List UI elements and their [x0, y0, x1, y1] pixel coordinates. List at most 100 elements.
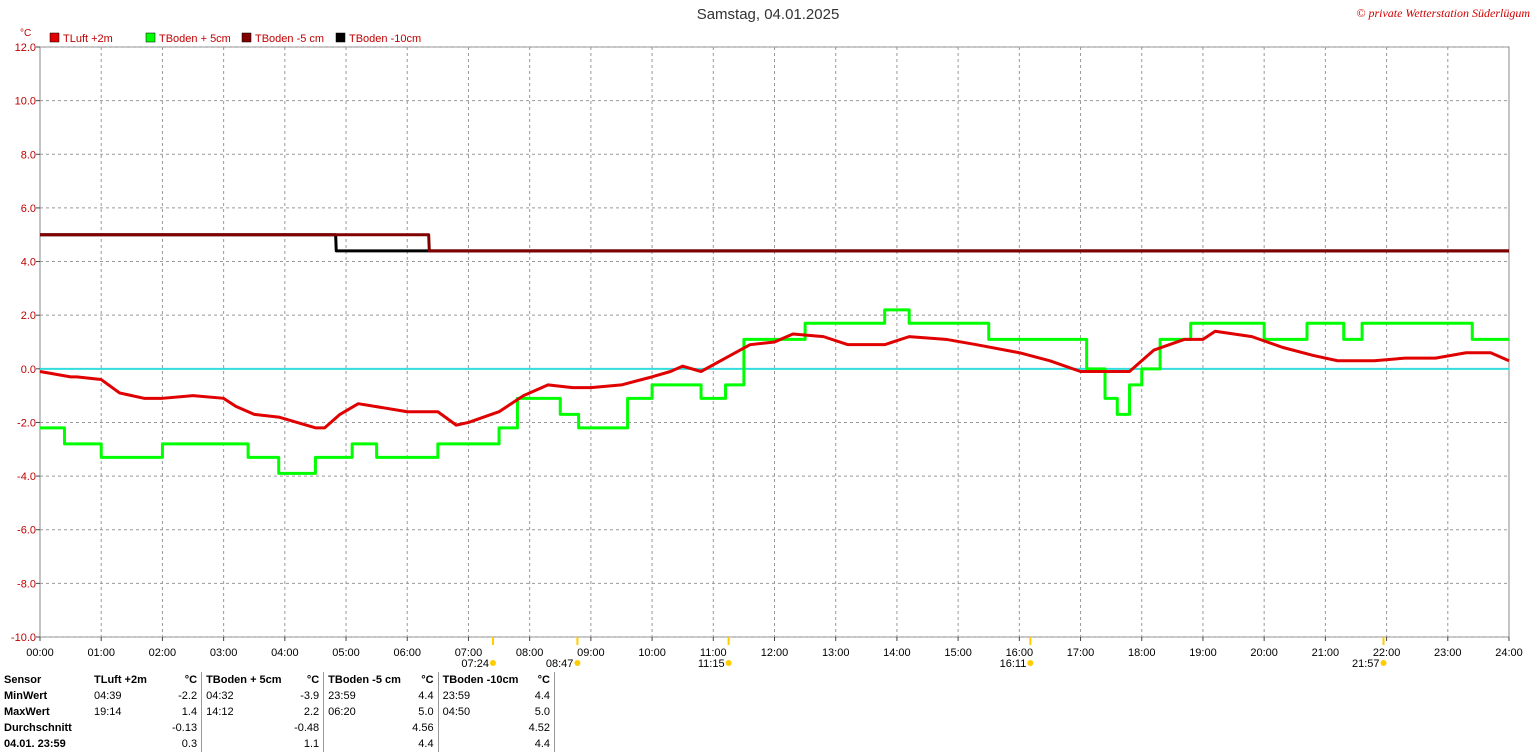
x-tick-label: 00:00 — [26, 647, 54, 659]
x-tick-label: 18:00 — [1128, 647, 1156, 659]
y-tick-label: 10.0 — [15, 96, 36, 108]
y-tick-label: 4.0 — [21, 257, 36, 269]
x-tick-label: 07:00 — [455, 647, 483, 659]
stats-cell — [324, 736, 408, 752]
legend-swatch — [335, 32, 346, 43]
sun-icon — [725, 660, 732, 666]
stats-header-unit: °C — [290, 672, 325, 688]
y-tick-label: 8.0 — [21, 149, 36, 161]
x-tick-label: 05:00 — [332, 647, 360, 659]
stats-cell: 4.4 — [408, 736, 439, 752]
x-tick-label: 23:00 — [1434, 647, 1462, 659]
y-tick-label: 12.0 — [15, 42, 36, 54]
x-tick-label: 03:00 — [210, 647, 238, 659]
stats-row-label: MaxWert — [4, 706, 50, 718]
stats-cell — [202, 720, 290, 736]
sun-marker-label: 07:24 — [461, 658, 489, 670]
y-axis-unit: °C — [20, 28, 31, 39]
sun-icon — [1380, 660, 1387, 666]
chart-title: Samstag, 04.01.2025 — [696, 6, 840, 23]
stats-cell: 04:39 — [94, 690, 122, 702]
y-tick-label: -8.0 — [17, 578, 36, 590]
x-tick-label: 09:00 — [577, 647, 605, 659]
legend-swatch — [241, 32, 252, 43]
y-tick-label: 6.0 — [21, 203, 36, 215]
x-tick-label: 17:00 — [1067, 647, 1095, 659]
stats-cell: -3.9 — [290, 688, 325, 704]
legend-swatch — [49, 32, 60, 43]
stats-cell: 4.4 — [525, 688, 555, 704]
sun-marker-label: 11:15 — [698, 658, 725, 670]
sun-marker-label: 16:11 — [1000, 658, 1027, 670]
stats-header-unit: °C — [168, 672, 203, 688]
x-tick-label: 02:00 — [149, 647, 177, 659]
stats-header-unit: °C — [525, 672, 555, 688]
stats-cell: 1.1 — [290, 736, 325, 752]
stats-cell: 4.4 — [525, 736, 555, 752]
stats-row: 04.01. 23:59 0.3 1.1 4.4 4.4 — [0, 736, 555, 752]
stats-cell: 5.0 — [525, 704, 555, 720]
stats-header-sensor: Sensor — [4, 674, 42, 686]
stats-cell — [90, 736, 168, 752]
x-tick-label: 20:00 — [1250, 647, 1278, 659]
y-tick-label: 2.0 — [21, 310, 36, 322]
sun-icon — [489, 660, 496, 666]
y-tick-label: 0.0 — [21, 364, 36, 376]
x-tick-label: 16:00 — [1006, 647, 1034, 659]
sun-icon — [1027, 660, 1034, 666]
stats-cell: 23:59 — [442, 690, 471, 702]
x-tick-label: 06:00 — [393, 647, 421, 659]
stats-cell — [90, 720, 168, 736]
y-tick-label: -2.0 — [17, 417, 36, 429]
x-tick-label: 11:00 — [700, 647, 727, 659]
stats-cell: 2.2 — [290, 704, 325, 720]
stats-cell: -0.48 — [290, 720, 325, 736]
stats-cell: 19:14 — [94, 706, 122, 718]
stats-cell — [439, 720, 525, 736]
stats-cell: -2.2 — [168, 688, 203, 704]
stats-row-label: Durchschnitt — [4, 722, 72, 734]
stats-cell: 06:20 — [328, 706, 356, 718]
x-tick-label: 13:00 — [822, 647, 850, 659]
stats-cell: 4.52 — [525, 720, 555, 736]
legend-label: TBoden -10cm — [349, 33, 421, 45]
stats-cell: -0.13 — [168, 720, 203, 736]
x-tick-label: 19:00 — [1189, 647, 1217, 659]
y-tick-label: -10.0 — [11, 632, 36, 644]
series-line-tboden-5cm — [40, 308, 1509, 475]
stats-cell: 1.4 — [168, 704, 203, 720]
legend-swatch — [145, 32, 156, 43]
stats-cell — [439, 736, 525, 752]
x-tick-label: 22:00 — [1373, 647, 1401, 659]
series-line-tluft-2m — [39, 329, 1510, 430]
sun-icon — [574, 660, 581, 666]
x-tick-label: 10:00 — [638, 647, 666, 659]
legend-label: TBoden + 5cm — [159, 33, 231, 45]
stats-cell — [324, 720, 408, 736]
x-tick-label: 14:00 — [883, 647, 911, 659]
x-tick-label: 21:00 — [1312, 647, 1340, 659]
stats-cell: 04:50 — [442, 706, 471, 718]
stats-row: MinWert 04:39 -2.2 04:32 -3.9 23:59 4.4 23:59 4.… — [0, 688, 555, 704]
stats-cell — [202, 736, 290, 752]
legend-label: TLuft +2m — [63, 33, 113, 45]
stats-header-unit: °C — [408, 672, 439, 688]
stats-header-tluft: TLuft +2m — [94, 674, 147, 686]
series-line-tboden-5-cm — [40, 233, 1509, 253]
y-tick-label: -4.0 — [17, 471, 36, 483]
stats-cell: 14:12 — [206, 706, 234, 718]
stats-cell: 4.56 — [408, 720, 439, 736]
x-tick-label: 24:00 — [1495, 647, 1523, 659]
stats-header-tboden5: TBoden + 5cm — [206, 674, 282, 686]
x-tick-label: 04:00 — [271, 647, 299, 659]
y-tick-label: -6.0 — [17, 525, 36, 537]
stats-header-tboden-10: TBoden -10cm — [442, 674, 519, 686]
stats-table: Sensor TLuft +2m °C TBoden + 5cm °C TBod… — [0, 672, 555, 752]
x-tick-label: 01:00 — [87, 647, 115, 659]
copyright-text: © private Wetterstation Süderlügum — [1356, 6, 1530, 20]
stats-header-tboden-5: TBoden -5 cm — [328, 674, 401, 686]
stats-cell: 23:59 — [328, 690, 356, 702]
stats-cell: 04:32 — [206, 690, 234, 702]
x-tick-label: 15:00 — [944, 647, 972, 659]
x-tick-label: 12:00 — [761, 647, 789, 659]
